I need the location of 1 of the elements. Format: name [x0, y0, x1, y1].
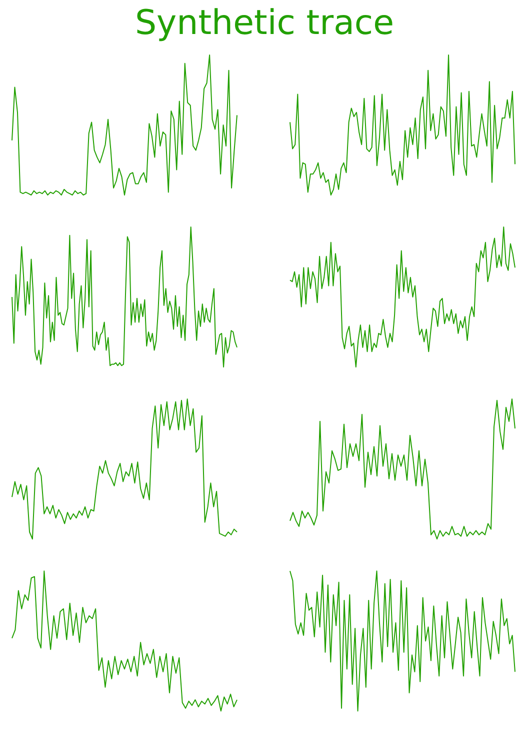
chart-title: Synthetic trace	[134, 3, 394, 43]
